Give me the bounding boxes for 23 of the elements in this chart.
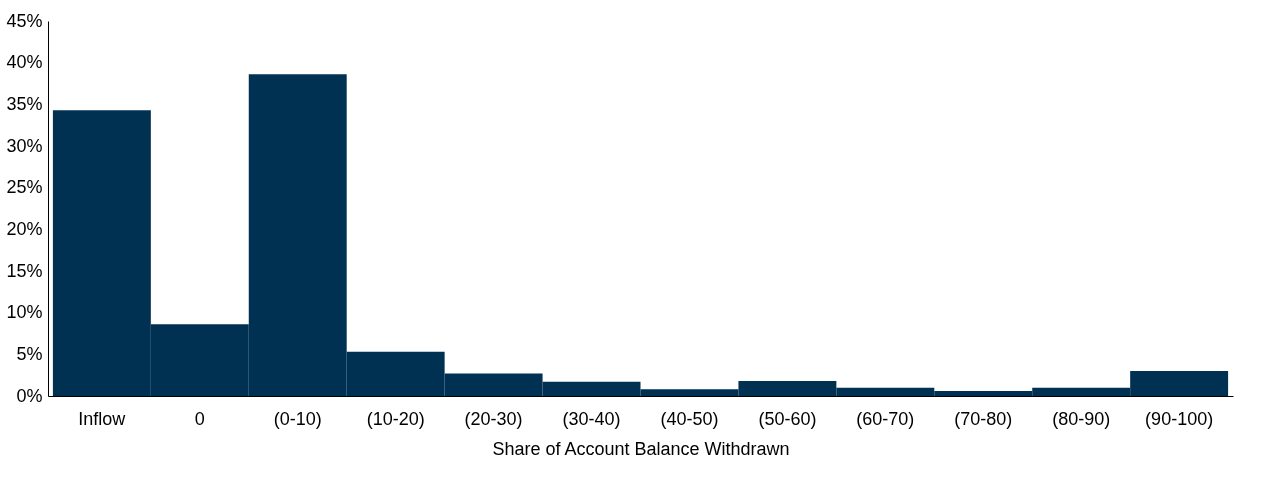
y-tick-label: 45% (6, 10, 43, 31)
x-axis-title: Share of Account Balance Withdrawn (492, 438, 790, 459)
y-tick-label: 5% (16, 343, 43, 364)
x-tick-label: (10-20) (366, 408, 425, 429)
y-tick-label: 30% (6, 135, 43, 156)
y-tick-label: 15% (6, 260, 43, 281)
x-tick-label: (90-100) (1145, 408, 1214, 429)
x-tick-label: (50-60) (758, 408, 817, 429)
x-tick-label: Inflow (78, 408, 127, 429)
x-tick-label: (20-30) (464, 408, 523, 429)
y-tick-label: 25% (6, 177, 43, 198)
x-tick-label: (0-10) (273, 408, 322, 429)
x-tick-label: (70-80) (954, 408, 1013, 429)
x-tick-label: (60-70) (856, 408, 915, 429)
x-tick-label: (80-90) (1052, 408, 1111, 429)
y-tick-label: 35% (6, 93, 43, 114)
x-tick-label: (30-40) (562, 408, 621, 429)
y-tick-label: 40% (6, 52, 43, 73)
x-tick-label: (40-50) (660, 408, 719, 429)
y-tick-label: 20% (6, 218, 43, 239)
y-tick-label: 0% (16, 385, 43, 406)
y-tick-label: 10% (6, 302, 43, 323)
x-tick-label: 0 (194, 408, 205, 429)
